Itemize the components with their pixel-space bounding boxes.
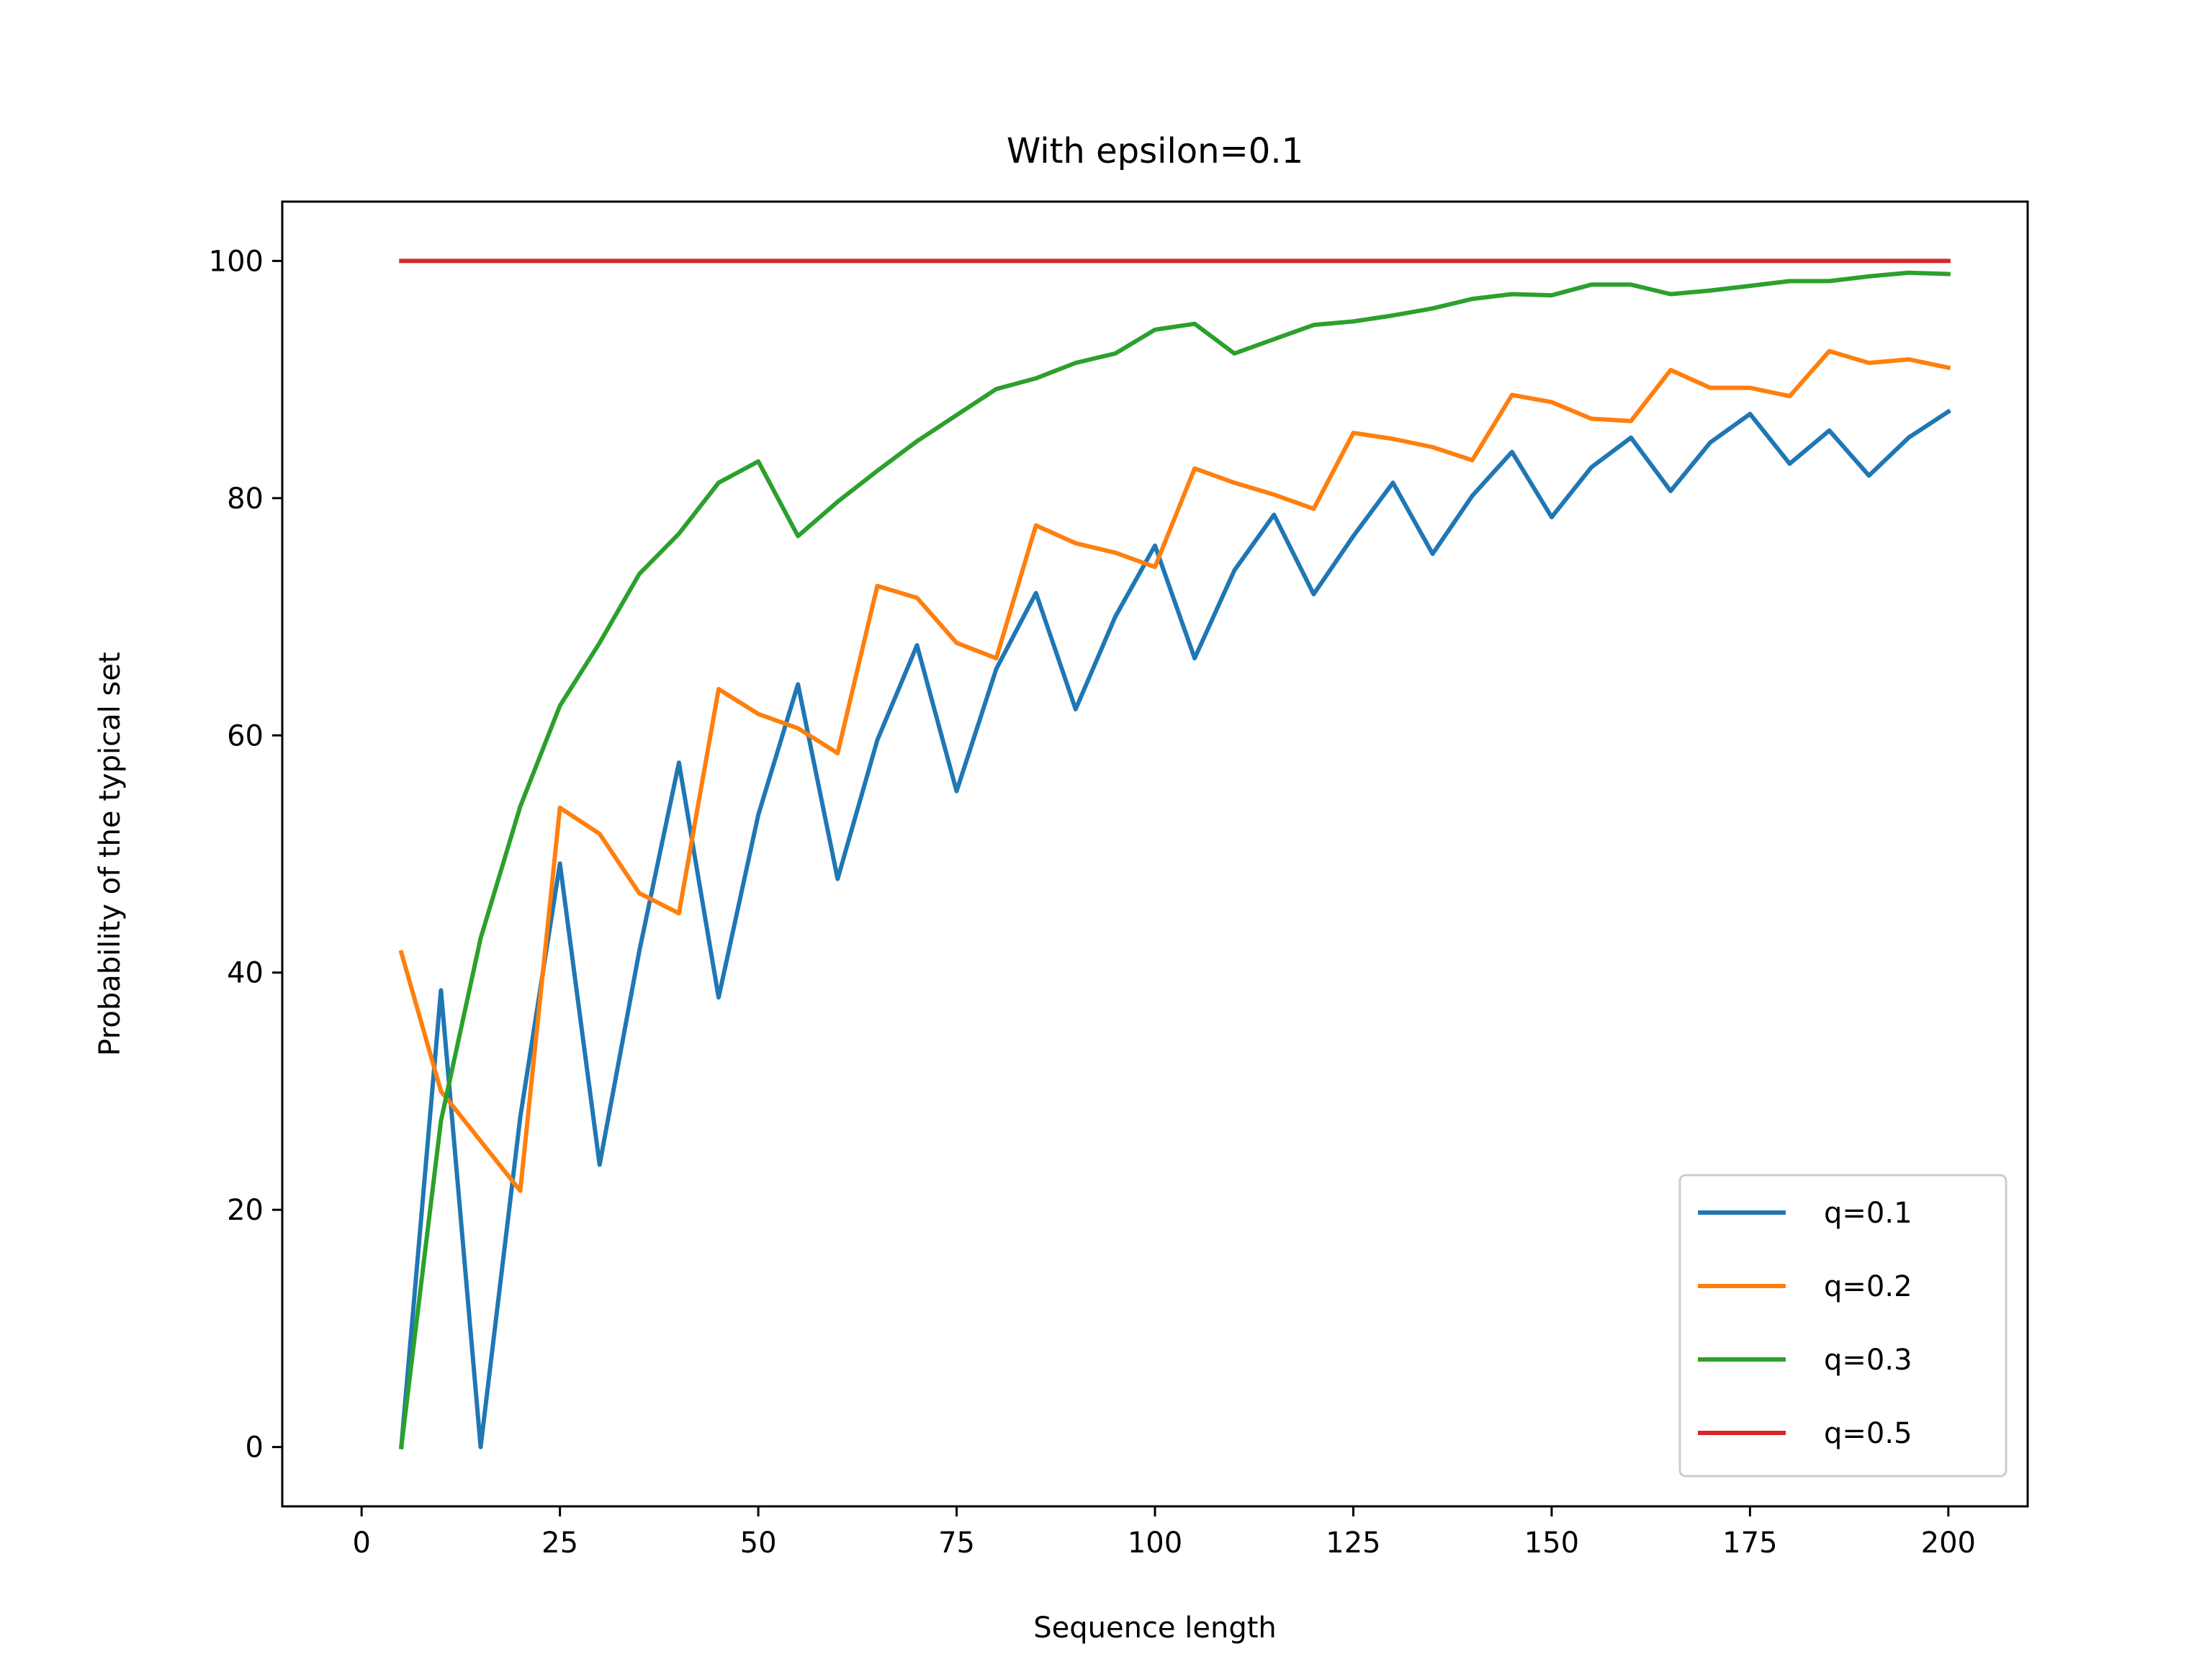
series-layer <box>398 258 1951 1449</box>
legend-label: q=0.5 <box>1824 1417 1912 1450</box>
y-tick-label: 60 <box>227 719 264 752</box>
legend-box <box>1678 1174 2008 1478</box>
chart-title: With epsilon=0.1 <box>1007 131 1303 171</box>
series-line-q-0-1 <box>399 408 1951 1449</box>
x-tick-label: 0 <box>352 1527 370 1560</box>
x-tick-label: 200 <box>1921 1527 1976 1560</box>
legend: q=0.1 q=0.2 q=0.3 q=0.5 <box>1678 1174 2008 1478</box>
x-tick-label: 50 <box>740 1527 777 1560</box>
x-tick-label: 100 <box>1128 1527 1182 1560</box>
x-tick-label: 75 <box>938 1527 975 1560</box>
x-tick-label: 150 <box>1524 1527 1579 1560</box>
legend-label: q=0.2 <box>1824 1270 1912 1303</box>
series-line-q-0-3 <box>398 270 1951 1449</box>
series-line-q-0-2 <box>398 349 1951 1193</box>
legend-label: q=0.3 <box>1824 1344 1912 1377</box>
x-axis-label: Sequence length <box>1033 1611 1277 1645</box>
y-tick-label: 20 <box>227 1194 264 1227</box>
y-axis: 0 20 40 60 80 100 <box>209 245 282 1465</box>
y-tick-label: 0 <box>246 1431 264 1465</box>
x-tick-label: 175 <box>1722 1527 1777 1560</box>
y-tick-label: 80 <box>227 482 264 516</box>
x-axis: 0 25 50 75 100 125 150 175 200 <box>352 1506 1976 1560</box>
legend-label: q=0.1 <box>1824 1197 1912 1230</box>
y-axis-label: Probability of the typical set <box>94 652 127 1056</box>
y-tick-label: 40 <box>227 957 264 990</box>
x-tick-label: 25 <box>541 1527 578 1560</box>
x-tick-label: 125 <box>1326 1527 1380 1560</box>
y-tick-label: 100 <box>209 245 264 278</box>
